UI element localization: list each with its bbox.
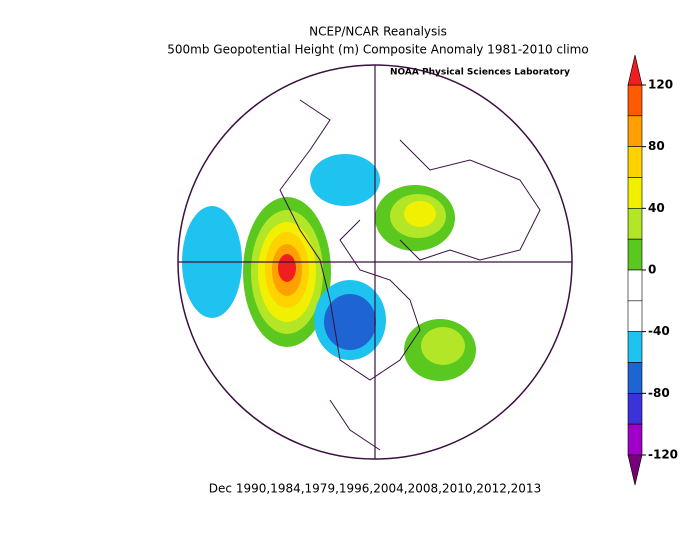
colorbar-bin (627, 238, 643, 271)
positive-anomaly (421, 327, 465, 365)
colorbar-bin (627, 84, 643, 117)
colorbar-under-arrow (627, 454, 643, 486)
anomaly-field (182, 99, 541, 451)
colorbar-bin (627, 393, 643, 425)
credit: NOAA Physical Sciences Laboratory (390, 68, 570, 78)
positive-anomaly (404, 201, 436, 227)
colorbar-bin (627, 362, 643, 394)
title: NCEP/NCAR Reanalysis (309, 25, 447, 39)
colorbar-bin (627, 269, 643, 302)
colorbar-over-arrow (627, 54, 643, 86)
colorbar-tick-label: -40 (648, 324, 670, 338)
negative-anomaly (310, 154, 380, 206)
colorbar-bin (627, 331, 643, 363)
colorbar-bin (627, 177, 643, 209)
colorbar-tick-label: 80 (648, 139, 665, 153)
colorbar-tick-label: -80 (648, 386, 670, 400)
colorbar-bin (627, 300, 643, 332)
colorbar-tick-label: -120 (648, 448, 678, 462)
subtitle: 500mb Geopotential Height (m) Composite … (167, 43, 588, 57)
negative-anomaly (324, 294, 376, 350)
colorbar-bin (627, 423, 643, 456)
colorbar: 120 80 40 0 -40 -80 -120 (627, 54, 678, 486)
colorbar-tick-label: 0 (648, 263, 656, 277)
colorbar-bin (627, 208, 643, 240)
colorbar-bin (627, 146, 643, 178)
colorbar-bin (627, 115, 643, 147)
positive-anomaly (278, 254, 296, 282)
colorbar-tick-label: 40 (648, 201, 665, 215)
caption: Dec 1990,1984,1979,1996,2004,2008,2010,2… (209, 482, 541, 496)
colorbar-tick-label: 120 (648, 78, 673, 92)
